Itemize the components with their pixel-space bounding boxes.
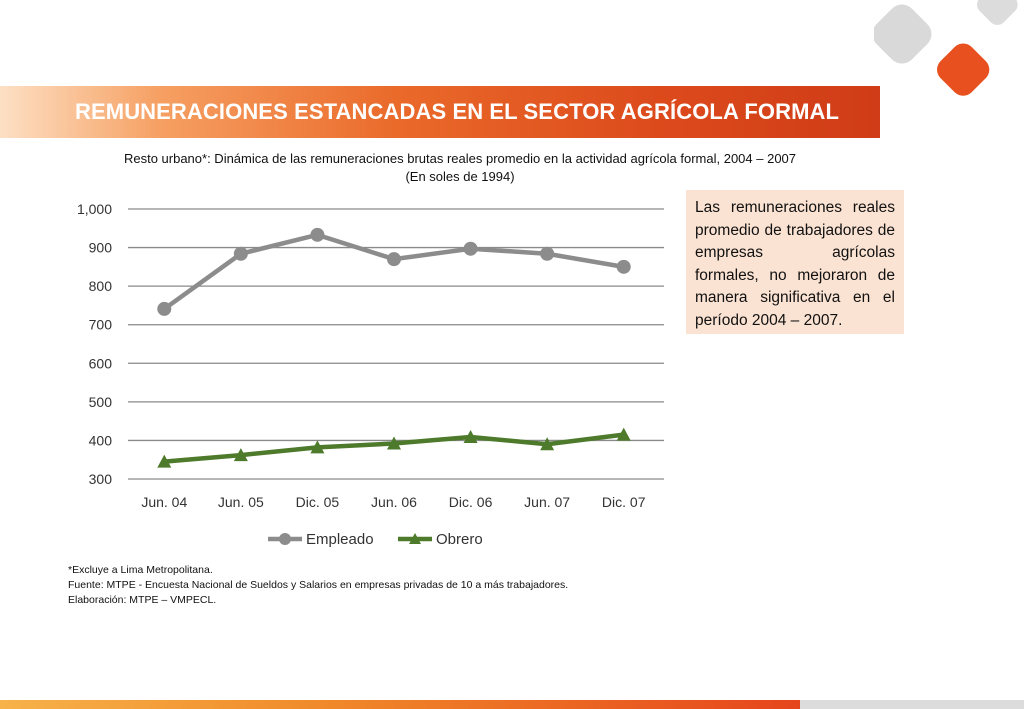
chart-subtitle: Resto urbano*: Dinámica de las remunerac…: [60, 150, 860, 186]
data-point-empleado: [540, 246, 555, 261]
data-point-obrero: [387, 436, 401, 450]
legend-marker-empleado: [279, 533, 291, 545]
y-tick-label: 500: [89, 394, 113, 410]
data-point-obrero: [616, 427, 631, 441]
data-point-empleado: [157, 301, 172, 316]
chart-subtitle-line2: (En soles de 1994): [405, 169, 515, 184]
x-tick-label: Dic. 07: [602, 494, 646, 510]
footnote-elaboration: Elaboración: MTPE – VMPECL.: [68, 594, 217, 606]
data-point-empleado: [233, 246, 248, 261]
footnote-exclusion: *Excluye a Lima Metropolitana.: [68, 564, 213, 576]
y-tick-label: 1,000: [77, 201, 112, 217]
logo-gray-diamond: [874, 4, 932, 64]
y-tick-label: 700: [89, 317, 113, 333]
data-point-empleado: [310, 227, 325, 242]
x-tick-label: Jun. 07: [524, 494, 570, 510]
x-tick-label: Dic. 06: [449, 494, 493, 510]
x-tick-label: Jun. 06: [371, 494, 417, 510]
page-title: REMUNERACIONES ESTANCADAS EN EL SECTOR A…: [75, 99, 840, 124]
footnotes: *Excluye a Lima Metropolitana. Fuente: M…: [68, 563, 568, 608]
y-tick-label: 600: [89, 355, 113, 371]
data-point-obrero: [233, 448, 248, 462]
x-tick-label: Jun. 05: [218, 494, 264, 510]
data-point-obrero: [310, 440, 325, 454]
logo-orange-diamond: [937, 43, 990, 96]
data-point-empleado: [616, 259, 631, 274]
y-tick-label: 300: [89, 471, 113, 487]
data-point-empleado: [387, 252, 401, 267]
chart-subtitle-line1: Resto urbano*: Dinámica de las remunerac…: [123, 151, 797, 166]
data-point-obrero: [463, 429, 478, 443]
y-tick-label: 800: [89, 278, 113, 294]
line-chart: 300 400 500 600 700 800 900 1,000 Jun. 04 Jun. 05…: [77, 201, 664, 548]
note-text: Las remuneraciones reales promedio de tr…: [695, 199, 895, 329]
logo: [874, 0, 1018, 96]
note-box: Las remuneraciones reales promedio de tr…: [686, 190, 904, 334]
logo-gray-diamond-small: [977, 0, 1018, 25]
y-tick-label: 900: [89, 240, 113, 256]
title-banner: REMUNERACIONES ESTANCADAS EN EL SECTOR A…: [0, 86, 880, 138]
footnote-source: Fuente: MTPE - Encuesta Nacional de Suel…: [68, 579, 569, 591]
legend-label-empleado: Empleado: [306, 531, 374, 548]
bottom-gray-bar: [800, 700, 1024, 709]
series-line-empleado: [162, 232, 626, 312]
y-tick-label: 400: [89, 432, 113, 448]
data-point-obrero: [540, 437, 555, 451]
legend-marker-obrero: [409, 533, 421, 544]
x-tick-label: Jun. 04: [141, 494, 187, 510]
x-tick-label: Dic. 05: [296, 494, 340, 510]
bottom-accent-bar: [0, 700, 800, 709]
data-point-empleado: [463, 241, 478, 256]
legend-label-obrero: Obrero: [436, 531, 483, 548]
data-point-obrero: [157, 454, 172, 468]
